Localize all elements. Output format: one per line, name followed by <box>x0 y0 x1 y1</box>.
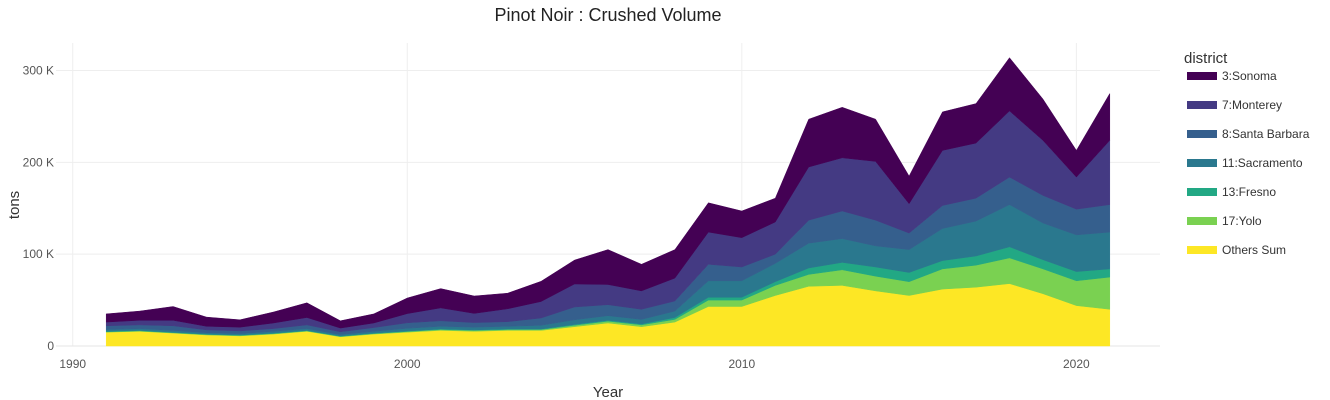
legend-item[interactable]: Others Sum <box>1187 243 1286 257</box>
legend-swatch <box>1187 101 1217 109</box>
y-axis-title: tons <box>6 191 23 219</box>
x-tick-label: 1990 <box>59 357 86 371</box>
legend-item[interactable]: 7:Monterey <box>1187 98 1282 112</box>
legend-label: 13:Fresno <box>1222 185 1276 199</box>
y-tick-label: 200 K <box>23 155 54 169</box>
legend-item[interactable]: 3:Sonoma <box>1187 69 1277 83</box>
x-axis-title: Year <box>593 384 623 400</box>
legend-label: 11:Sacramento <box>1222 156 1303 170</box>
legend-swatch <box>1187 188 1217 196</box>
legend-item[interactable]: 11:Sacramento <box>1187 156 1303 170</box>
axes: 1990 2000 2010 2020 0 100 K 200 K 300 K <box>23 64 1090 371</box>
y-tick-label: 0 <box>47 339 54 353</box>
legend-swatch <box>1187 130 1217 138</box>
legend-label: 3:Sonoma <box>1222 69 1277 83</box>
y-tick-label: 300 K <box>23 64 54 78</box>
legend-swatch <box>1187 246 1217 254</box>
x-tick-label: 2000 <box>394 357 421 371</box>
legend-item[interactable]: 8:Santa Barbara <box>1187 127 1310 141</box>
y-tick-label: 100 K <box>23 247 54 261</box>
legend-swatch <box>1187 217 1217 225</box>
x-tick-label: 2020 <box>1063 357 1090 371</box>
legend-label: 8:Santa Barbara <box>1222 127 1310 141</box>
legend-swatch <box>1187 159 1217 167</box>
legend-label: Others Sum <box>1222 243 1286 257</box>
area-series-3-sonoma[interactable] <box>105 57 1111 329</box>
area-series-group <box>105 57 1111 347</box>
legend: district 3:Sonoma 7:Monterey 8:Santa Barba… <box>1184 50 1310 257</box>
legend-item[interactable]: 13:Fresno <box>1187 185 1276 199</box>
legend-swatch <box>1187 72 1217 80</box>
legend-label: 17:Yolo <box>1222 214 1262 228</box>
chart-title: Pinot Noir : Crushed Volume <box>494 5 721 25</box>
legend-title: district <box>1184 50 1228 67</box>
legend-item[interactable]: 17:Yolo <box>1187 214 1262 228</box>
x-tick-label: 2010 <box>728 357 755 371</box>
legend-label: 7:Monterey <box>1222 98 1282 112</box>
